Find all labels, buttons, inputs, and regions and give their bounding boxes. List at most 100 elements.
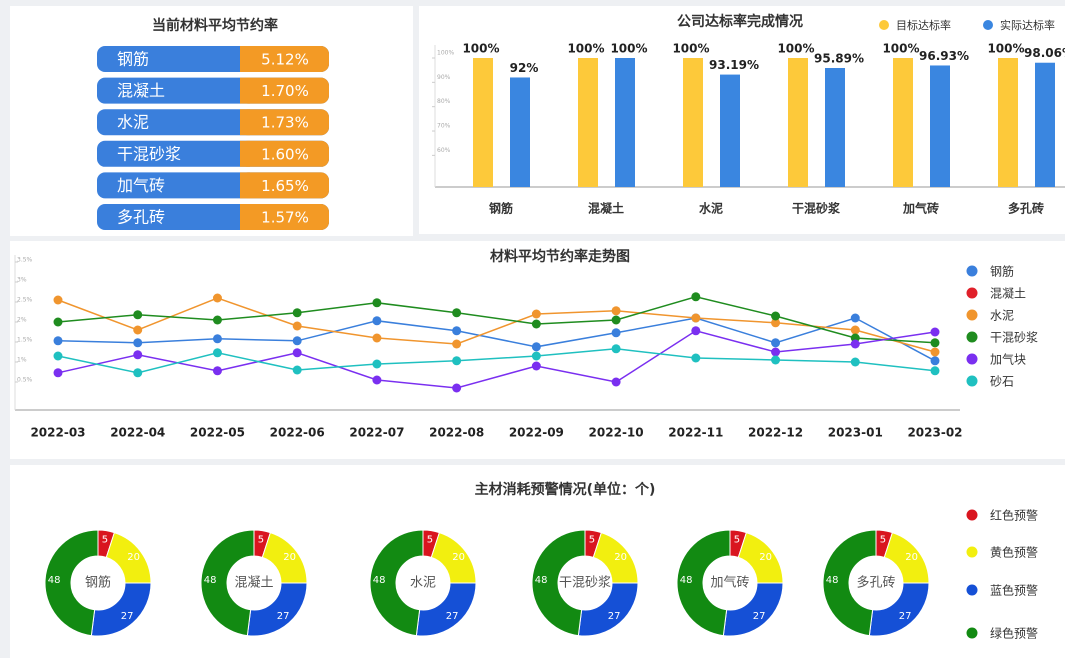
legend-label: 加气块 [990,352,1026,367]
series-point [53,336,63,346]
series-point [292,308,302,318]
series-point [372,333,382,343]
y-tick-label: 2% [17,317,27,324]
x-tick-label: 钢筋 [489,201,513,216]
series-point [930,366,940,376]
series-point [930,327,940,337]
slice-label: 48 [373,575,386,586]
x-tick-label: 水泥 [699,201,723,216]
slice-label: 48 [680,575,693,586]
slice-label: 20 [759,552,772,563]
series-point [611,344,621,354]
x-tick-label: 干混砂浆 [792,201,841,216]
bar [720,74,740,187]
bar [930,65,950,187]
bar-value-label: 100% [987,42,1024,56]
x-tick-label: 2022-03 [30,426,85,440]
savings-title: 当前材料平均节约率 [152,17,278,34]
legend-label: 红色预警 [990,508,1038,523]
legend-label: 实际达标率 [1000,18,1055,32]
series-point [691,292,701,302]
series-line [57,297,936,353]
row-value-bg [240,77,329,104]
legend-dot [966,509,978,521]
donut-slice [676,529,731,637]
series-point [372,316,382,326]
slice-label: 27 [121,611,134,622]
series-point [133,350,143,360]
series-point [452,326,462,336]
row-value-bg [240,46,329,72]
row-value-bg [240,77,250,104]
series-point [292,321,302,331]
legend-label: 黄色预警 [990,545,1038,560]
legend-dot [966,353,978,365]
series-point [930,347,940,357]
series-point [691,353,701,363]
legend-dot [966,627,978,639]
row-value: 1.57% [261,209,309,227]
legend-label: 混凝土 [990,286,1026,301]
slice-label: 27 [753,611,766,622]
series-point [212,334,222,344]
series-point [771,338,781,348]
row-value-bg [240,204,250,230]
slice-label: 20 [127,552,140,563]
row-value-bg [240,140,250,167]
legend-dot [966,584,978,596]
series-point [452,339,462,349]
y-tick-label: 1.5% [17,337,33,344]
bar-value-label: 93.19% [709,58,759,72]
legend-dot [966,375,978,387]
series-point [611,377,621,387]
bar-value-label: 100% [672,42,709,56]
x-tick-label: 2022-11 [668,426,723,440]
bar [683,58,703,187]
y-tick-label: 90% [437,74,451,81]
bar-value-label: 95.89% [814,52,864,66]
series-point [850,357,860,367]
series-point [212,293,222,303]
series-point [212,366,222,376]
x-tick-label: 2022-07 [349,426,404,440]
series-point [292,348,302,358]
legend-label: 蓝色预警 [990,583,1038,598]
donut-label: 干混砂浆 [559,576,611,591]
series-point [133,325,143,335]
slice-label: 48 [48,575,61,586]
donut-label: 混凝土 [234,575,273,591]
series-point [611,306,621,316]
x-tick-label: 多孔砖 [1008,201,1044,216]
slice-label: 27 [446,611,459,622]
series-point [452,308,462,318]
row-value-bg [240,172,329,199]
series-point [452,356,462,366]
x-tick-label: 2023-02 [907,426,962,440]
x-tick-label: 2022-08 [429,426,484,440]
x-tick-label: 2023-01 [828,426,883,440]
series-point [531,309,541,319]
series-point [850,325,860,335]
x-tick-label: 加气砖 [902,201,939,216]
legend-label: 目标达标率 [896,18,951,32]
slice-label: 27 [608,611,621,622]
series-point [771,318,781,328]
bar-value-label: 100% [777,42,814,56]
series-point [611,328,621,338]
y-tick-label: 80% [437,98,451,105]
legend-label: 绿色预警 [990,626,1038,641]
series-point [531,342,541,352]
row-value: 1.73% [261,114,309,132]
bar-title: 公司达标率完成情况 [677,13,803,30]
series-point [53,295,63,305]
series-point [930,338,940,348]
slice-label: 5 [734,535,740,546]
x-tick-label: 2022-05 [190,426,245,440]
legend-label: 钢筋 [990,264,1014,279]
donut-slice [44,529,99,637]
donut-slice [369,529,424,637]
legend-dot [966,331,978,343]
series-point [850,339,860,349]
slice-label: 5 [880,535,886,546]
